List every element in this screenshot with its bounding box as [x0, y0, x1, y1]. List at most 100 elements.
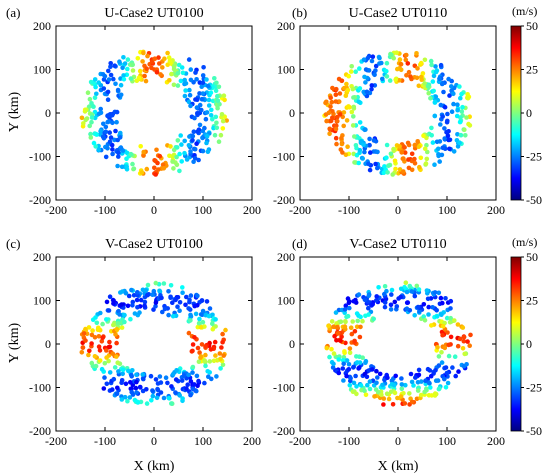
- data-point: [116, 154, 121, 159]
- data-point: [404, 289, 410, 295]
- y-tick-label: 200: [33, 19, 51, 33]
- data-point: [392, 299, 398, 305]
- data-point: [389, 287, 395, 293]
- data-point: [437, 159, 443, 164]
- data-point: [109, 142, 115, 148]
- data-point: [92, 77, 98, 82]
- data-point: [187, 92, 193, 98]
- data-point: [415, 388, 421, 393]
- data-point: [400, 156, 406, 161]
- data-point: [223, 327, 228, 333]
- data-point: [340, 366, 346, 371]
- data-point: [416, 367, 422, 373]
- data-point: [114, 119, 119, 125]
- data-point: [129, 389, 134, 395]
- data-point: [168, 144, 173, 149]
- data-point: [371, 138, 377, 143]
- x-tick-label: 100: [194, 203, 212, 217]
- data-point: [372, 72, 377, 78]
- data-point: [170, 371, 176, 377]
- data-point: [440, 332, 445, 338]
- data-point: [204, 110, 210, 115]
- data-point: [110, 151, 115, 157]
- data-point: [350, 319, 356, 324]
- data-point: [115, 321, 121, 326]
- data-point: [363, 360, 368, 366]
- data-point: [446, 76, 451, 82]
- data-point: [452, 318, 457, 323]
- data-point: [188, 293, 194, 298]
- data-point: [158, 380, 164, 385]
- data-point: [202, 358, 207, 363]
- data-point: [345, 144, 350, 149]
- data-point: [459, 109, 465, 114]
- data-point: [188, 312, 193, 318]
- data-point: [404, 306, 410, 312]
- data-point: [394, 304, 400, 309]
- data-point: [455, 132, 460, 137]
- data-point: [101, 136, 107, 141]
- data-point: [402, 401, 408, 406]
- x-tick-label: 0: [151, 434, 157, 448]
- data-point: [112, 137, 117, 143]
- data-point: [439, 81, 445, 87]
- data-point: [180, 396, 185, 401]
- data-point: [206, 103, 212, 108]
- data-point: [446, 353, 452, 359]
- data-point: [391, 382, 397, 388]
- data-point: [409, 151, 415, 157]
- data-point: [210, 312, 215, 318]
- data-point: [188, 103, 193, 109]
- data-point: [183, 88, 188, 93]
- data-point: [192, 335, 197, 340]
- data-point: [98, 106, 103, 112]
- data-point: [393, 77, 399, 82]
- data-point: [384, 391, 390, 397]
- data-point: [438, 122, 443, 127]
- data-point: [466, 121, 471, 127]
- data-point: [458, 95, 463, 101]
- data-point: [129, 386, 134, 392]
- data-point: [106, 68, 111, 74]
- data-point: [197, 316, 202, 322]
- data-point: [350, 86, 356, 92]
- data-point: [91, 104, 96, 109]
- data-point: [173, 390, 178, 395]
- data-point: [132, 311, 138, 316]
- y-tick-label: -200: [29, 193, 51, 207]
- data-point: [98, 110, 104, 116]
- data-point: [389, 378, 395, 384]
- data-point: [426, 380, 432, 385]
- data-point: [349, 109, 355, 115]
- data-point: [439, 152, 445, 158]
- data-point: [89, 332, 95, 338]
- data-point: [166, 289, 171, 294]
- data-point: [218, 366, 223, 371]
- data-point: [343, 152, 349, 157]
- x-tick-label: -200: [289, 434, 311, 448]
- data-point: [106, 77, 112, 82]
- data-point: [171, 64, 177, 69]
- data-point: [395, 395, 400, 401]
- data-point: [94, 132, 99, 137]
- data-point: [121, 73, 126, 78]
- data-point: [200, 80, 206, 85]
- data-point: [351, 380, 357, 386]
- data-point: [89, 360, 95, 366]
- data-point: [457, 140, 462, 145]
- data-point: [178, 78, 184, 84]
- data-point: [126, 293, 132, 299]
- data-point: [330, 85, 335, 91]
- data-point: [196, 378, 201, 384]
- data-point: [144, 66, 149, 71]
- data-point: [333, 310, 339, 315]
- data-point: [457, 336, 463, 342]
- data-point: [398, 61, 404, 67]
- data-point: [391, 146, 396, 152]
- data-point: [468, 332, 473, 338]
- data-point: [398, 294, 403, 300]
- data-point: [137, 310, 142, 315]
- data-point: [200, 308, 206, 314]
- data-point: [157, 374, 163, 379]
- y-tick-label: 200: [33, 250, 51, 264]
